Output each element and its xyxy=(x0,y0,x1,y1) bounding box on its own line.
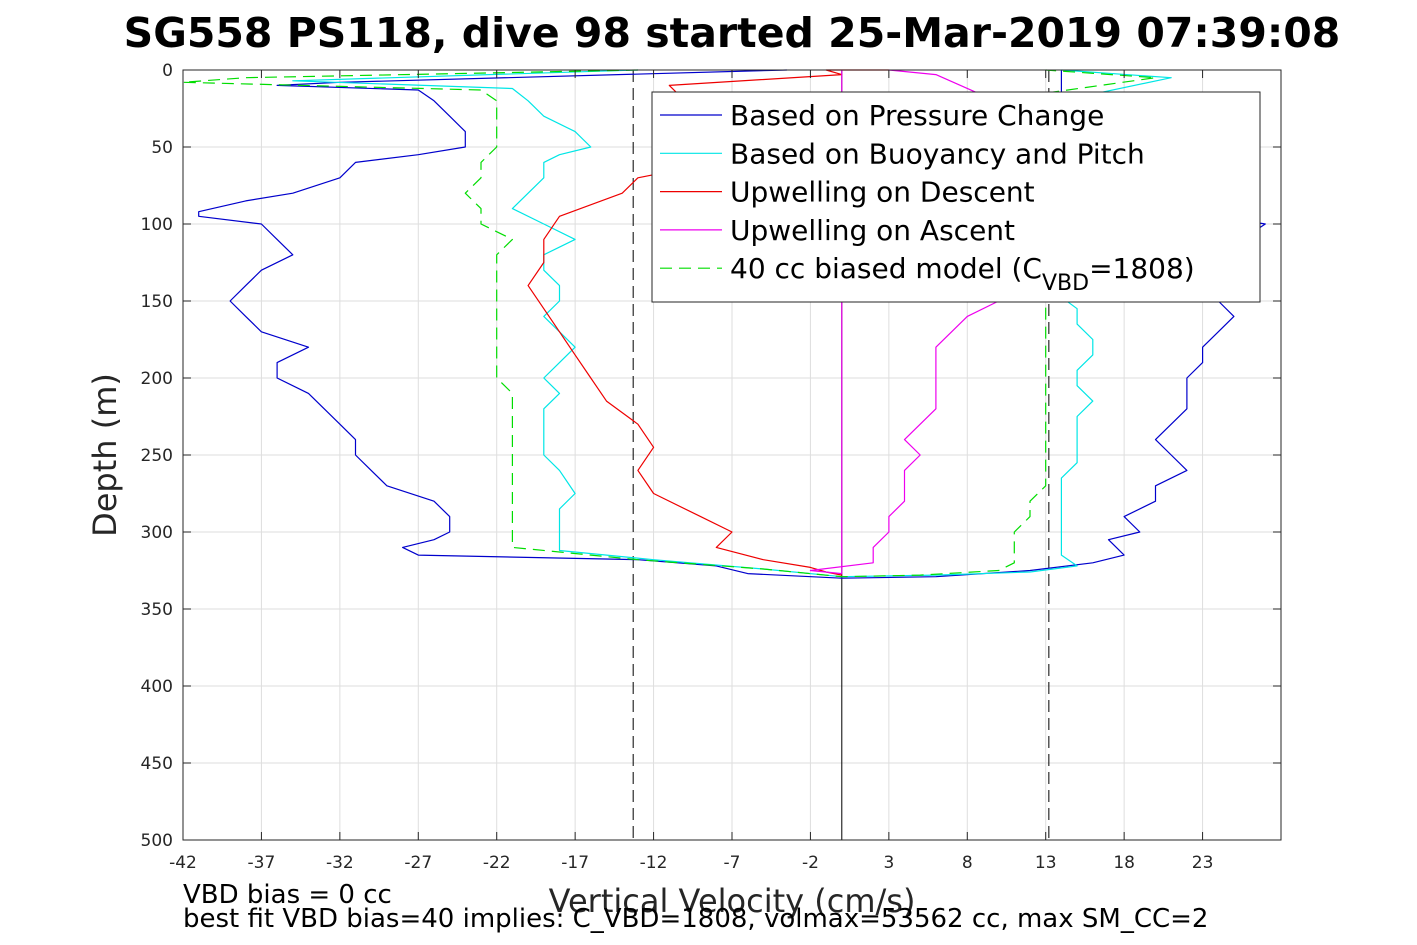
legend-label: Upwelling on Ascent xyxy=(730,214,1015,247)
footer-best-fit-note: best fit VBD bias=40 implies: C_VBD=1808… xyxy=(183,904,1208,934)
x-tick-label: -42 xyxy=(169,853,197,873)
legend-label: Upwelling on Descent xyxy=(730,176,1035,209)
y-tick-label: 50 xyxy=(151,138,173,158)
legend-box xyxy=(651,91,1261,303)
legend-label: 40 cc biased model (CVBD=1808) xyxy=(730,252,1195,296)
legend-items: Based on Pressure Change Based on Buoyanc… xyxy=(660,99,1195,296)
series-biased-model xyxy=(182,69,1157,578)
x-tick-label: -17 xyxy=(561,853,589,873)
x-tick-label: -27 xyxy=(404,853,432,873)
chart-title: SG558 PS118, dive 98 started 25-Mar-2019… xyxy=(124,9,1341,57)
x-tick-label: -2 xyxy=(802,853,819,873)
legend-label: Based on Buoyancy and Pitch xyxy=(730,137,1145,170)
y-tick-label: 250 xyxy=(141,446,173,466)
legend-label: Based on Pressure Change xyxy=(730,99,1104,132)
y-tick-label: 0 xyxy=(162,61,173,81)
x-tick-label: -12 xyxy=(640,853,668,873)
x-tick-label: 3 xyxy=(883,853,894,873)
x-tick-label: 13 xyxy=(1035,853,1057,873)
y-tick-label: 300 xyxy=(141,523,173,543)
y-tick-label: 200 xyxy=(141,369,173,389)
y-tick-label: 100 xyxy=(141,215,173,235)
y-tick-label: 450 xyxy=(141,754,173,774)
legend: Based on Pressure Change Based on Buoyanc… xyxy=(651,91,1261,303)
x-tick-label: -32 xyxy=(326,853,354,873)
x-tick-label: -37 xyxy=(248,853,276,873)
axis-ticks: -42 -37 -32 -27 -22 -17 -12 -7 -2 3 8 13 18 23 0 50 100 1… xyxy=(141,61,1281,873)
y-tick-label: 350 xyxy=(141,600,173,620)
x-tick-label: -7 xyxy=(724,853,741,873)
series-buoyancy-pitch xyxy=(292,69,1172,578)
y-tick-label: 500 xyxy=(141,831,173,851)
x-axis-label: Vertical Velocity (cm/s) xyxy=(549,882,916,920)
x-tick-label: -22 xyxy=(483,853,511,873)
y-axis-label: Depth (m) xyxy=(86,373,124,537)
y-tick-label: 400 xyxy=(141,677,173,697)
x-tick-label: 18 xyxy=(1113,853,1135,873)
x-tick-label: 23 xyxy=(1192,853,1214,873)
series-pressure-change xyxy=(198,69,1266,579)
footer-bias-note: VBD bias = 0 cc xyxy=(183,880,392,910)
x-tick-label: 8 xyxy=(962,853,973,873)
y-tick-label: 150 xyxy=(141,292,173,312)
